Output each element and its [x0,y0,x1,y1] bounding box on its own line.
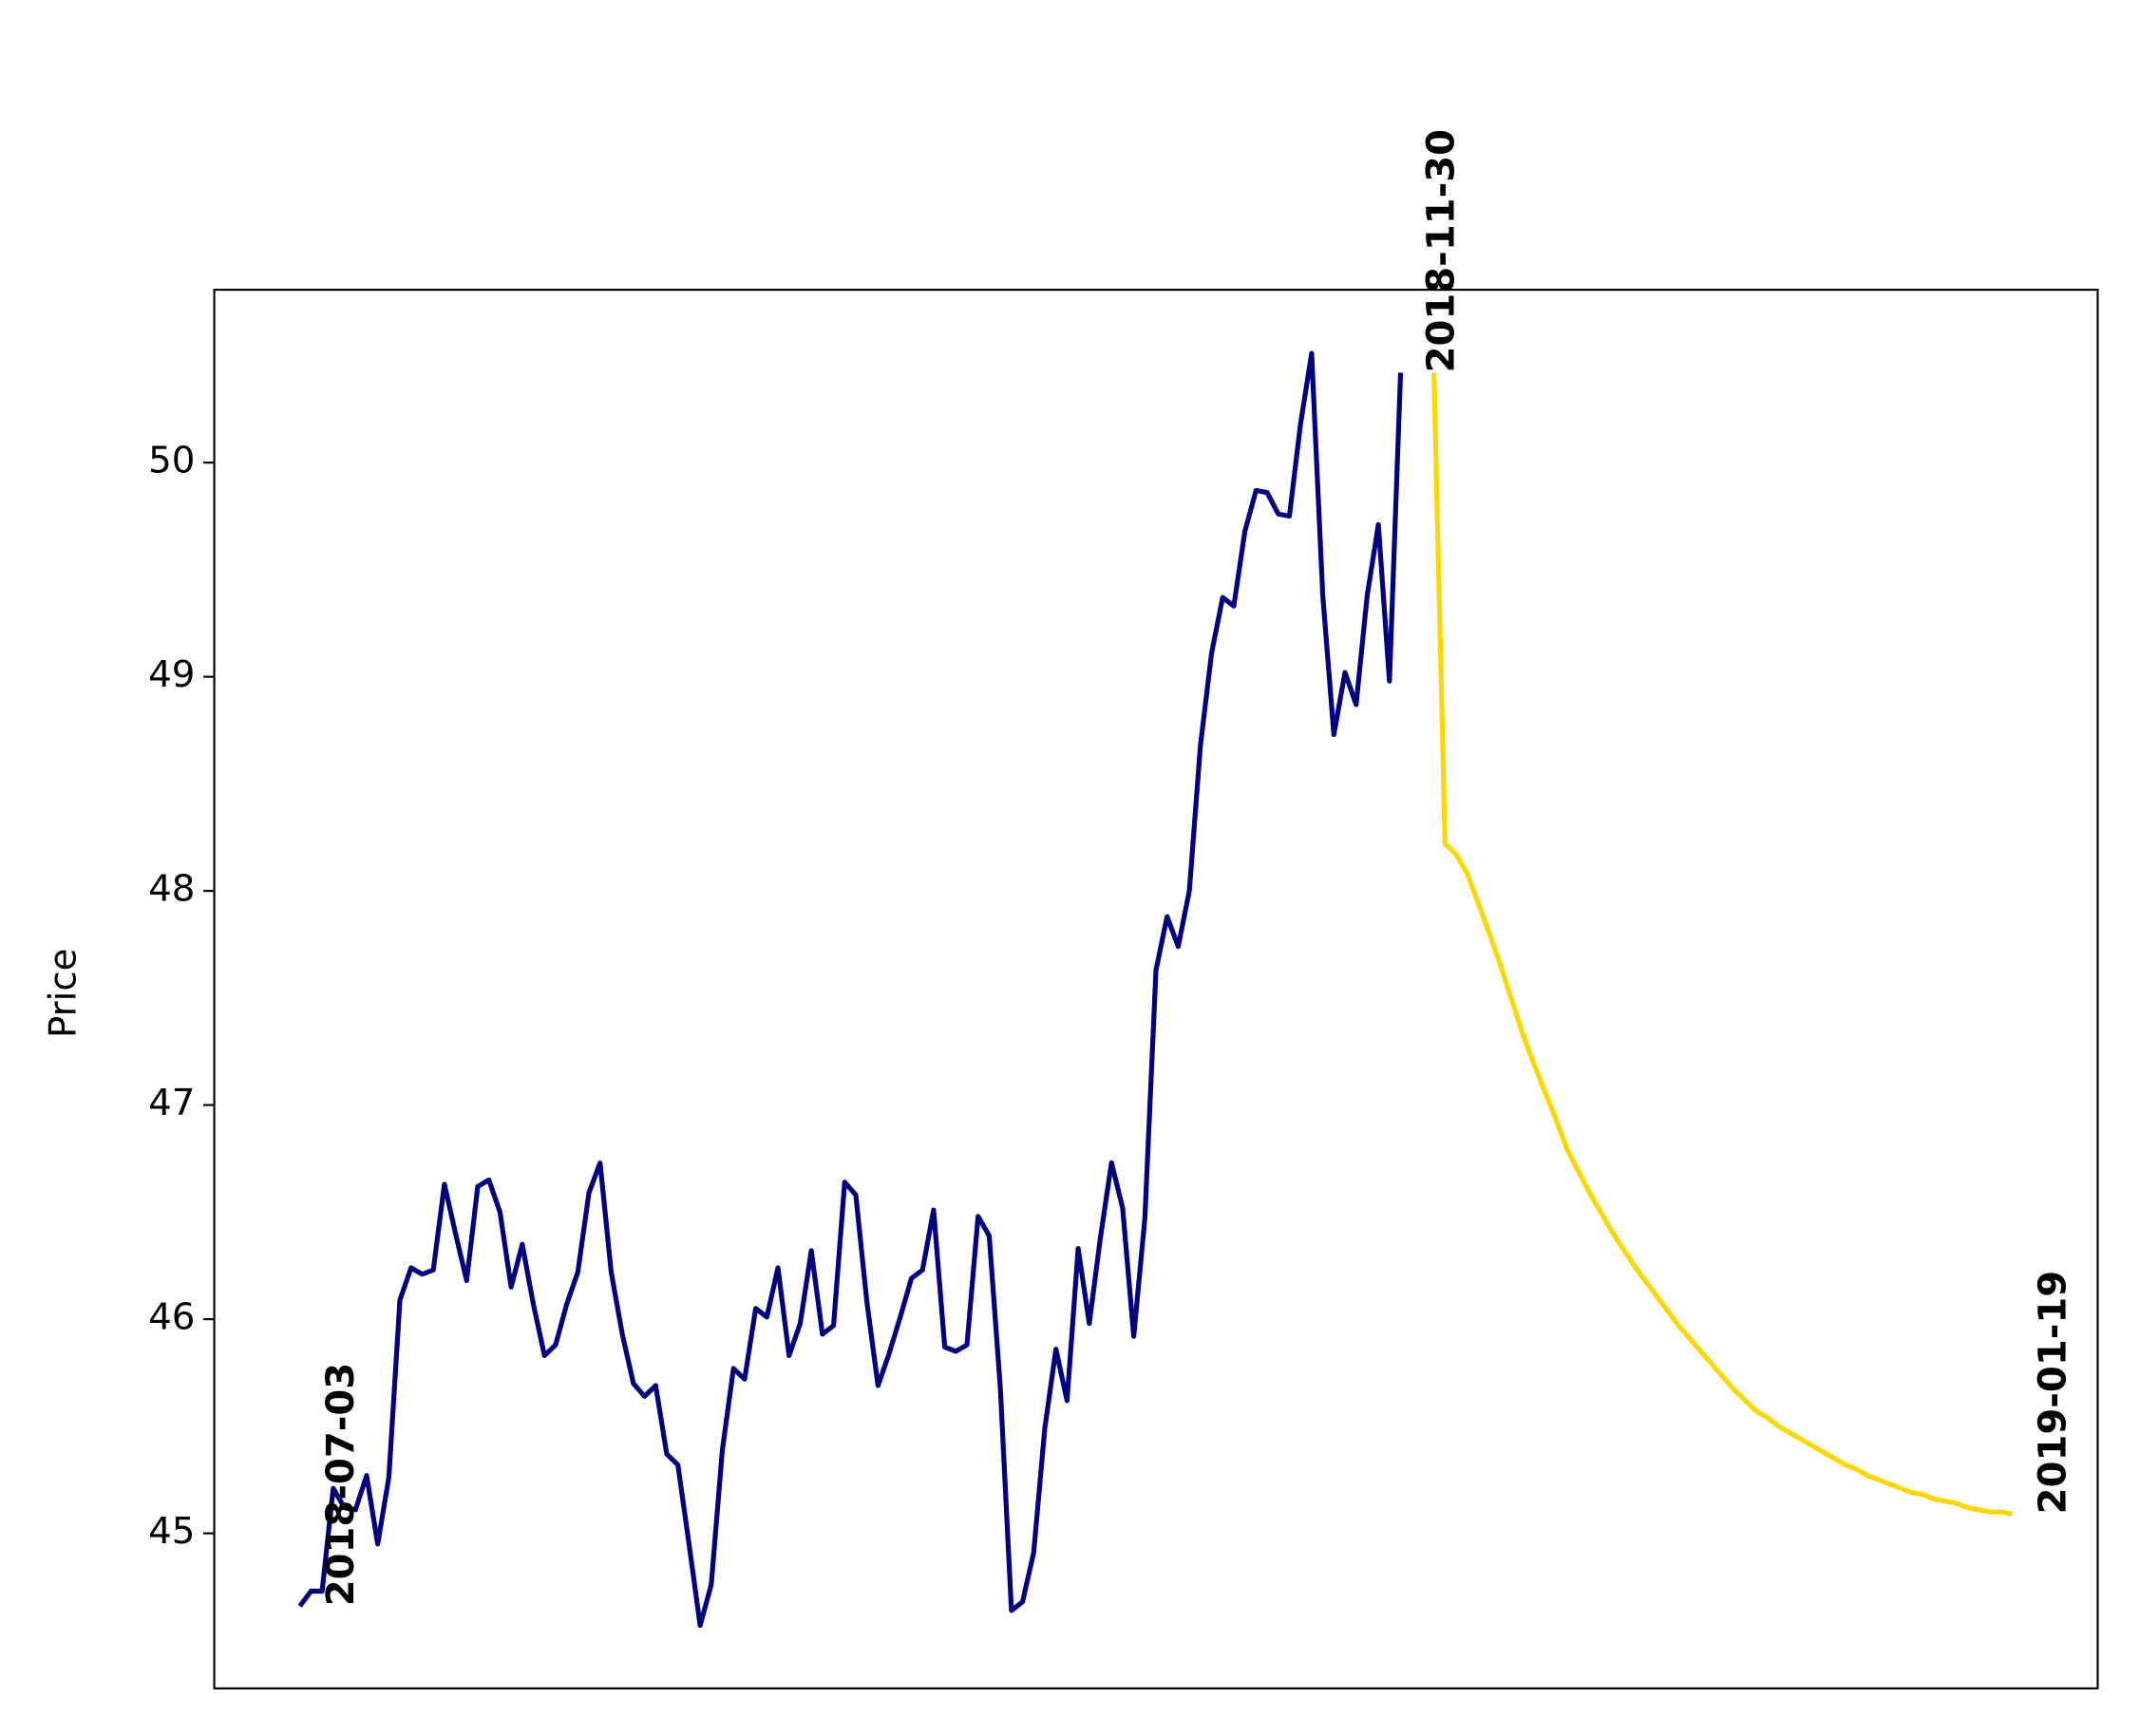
y-tick-label: 46 [148,1296,195,1339]
y-tick-label: 48 [148,868,195,911]
line-series [297,350,1404,1629]
annotation: 2019-01-19 [2031,1271,2074,1514]
annotation: 2018-11-30 [1420,129,1464,372]
y-axis-label: Price [42,949,85,1038]
line-series [1431,372,2013,1517]
y-tick-label: 45 [148,1510,195,1553]
y-tick-label: 47 [148,1082,195,1124]
y-tick-label: 50 [148,440,195,482]
annotation: 2018-07-03 [319,1363,363,1606]
y-tick-label: 49 [148,653,195,696]
plot-frame [213,289,2099,1689]
